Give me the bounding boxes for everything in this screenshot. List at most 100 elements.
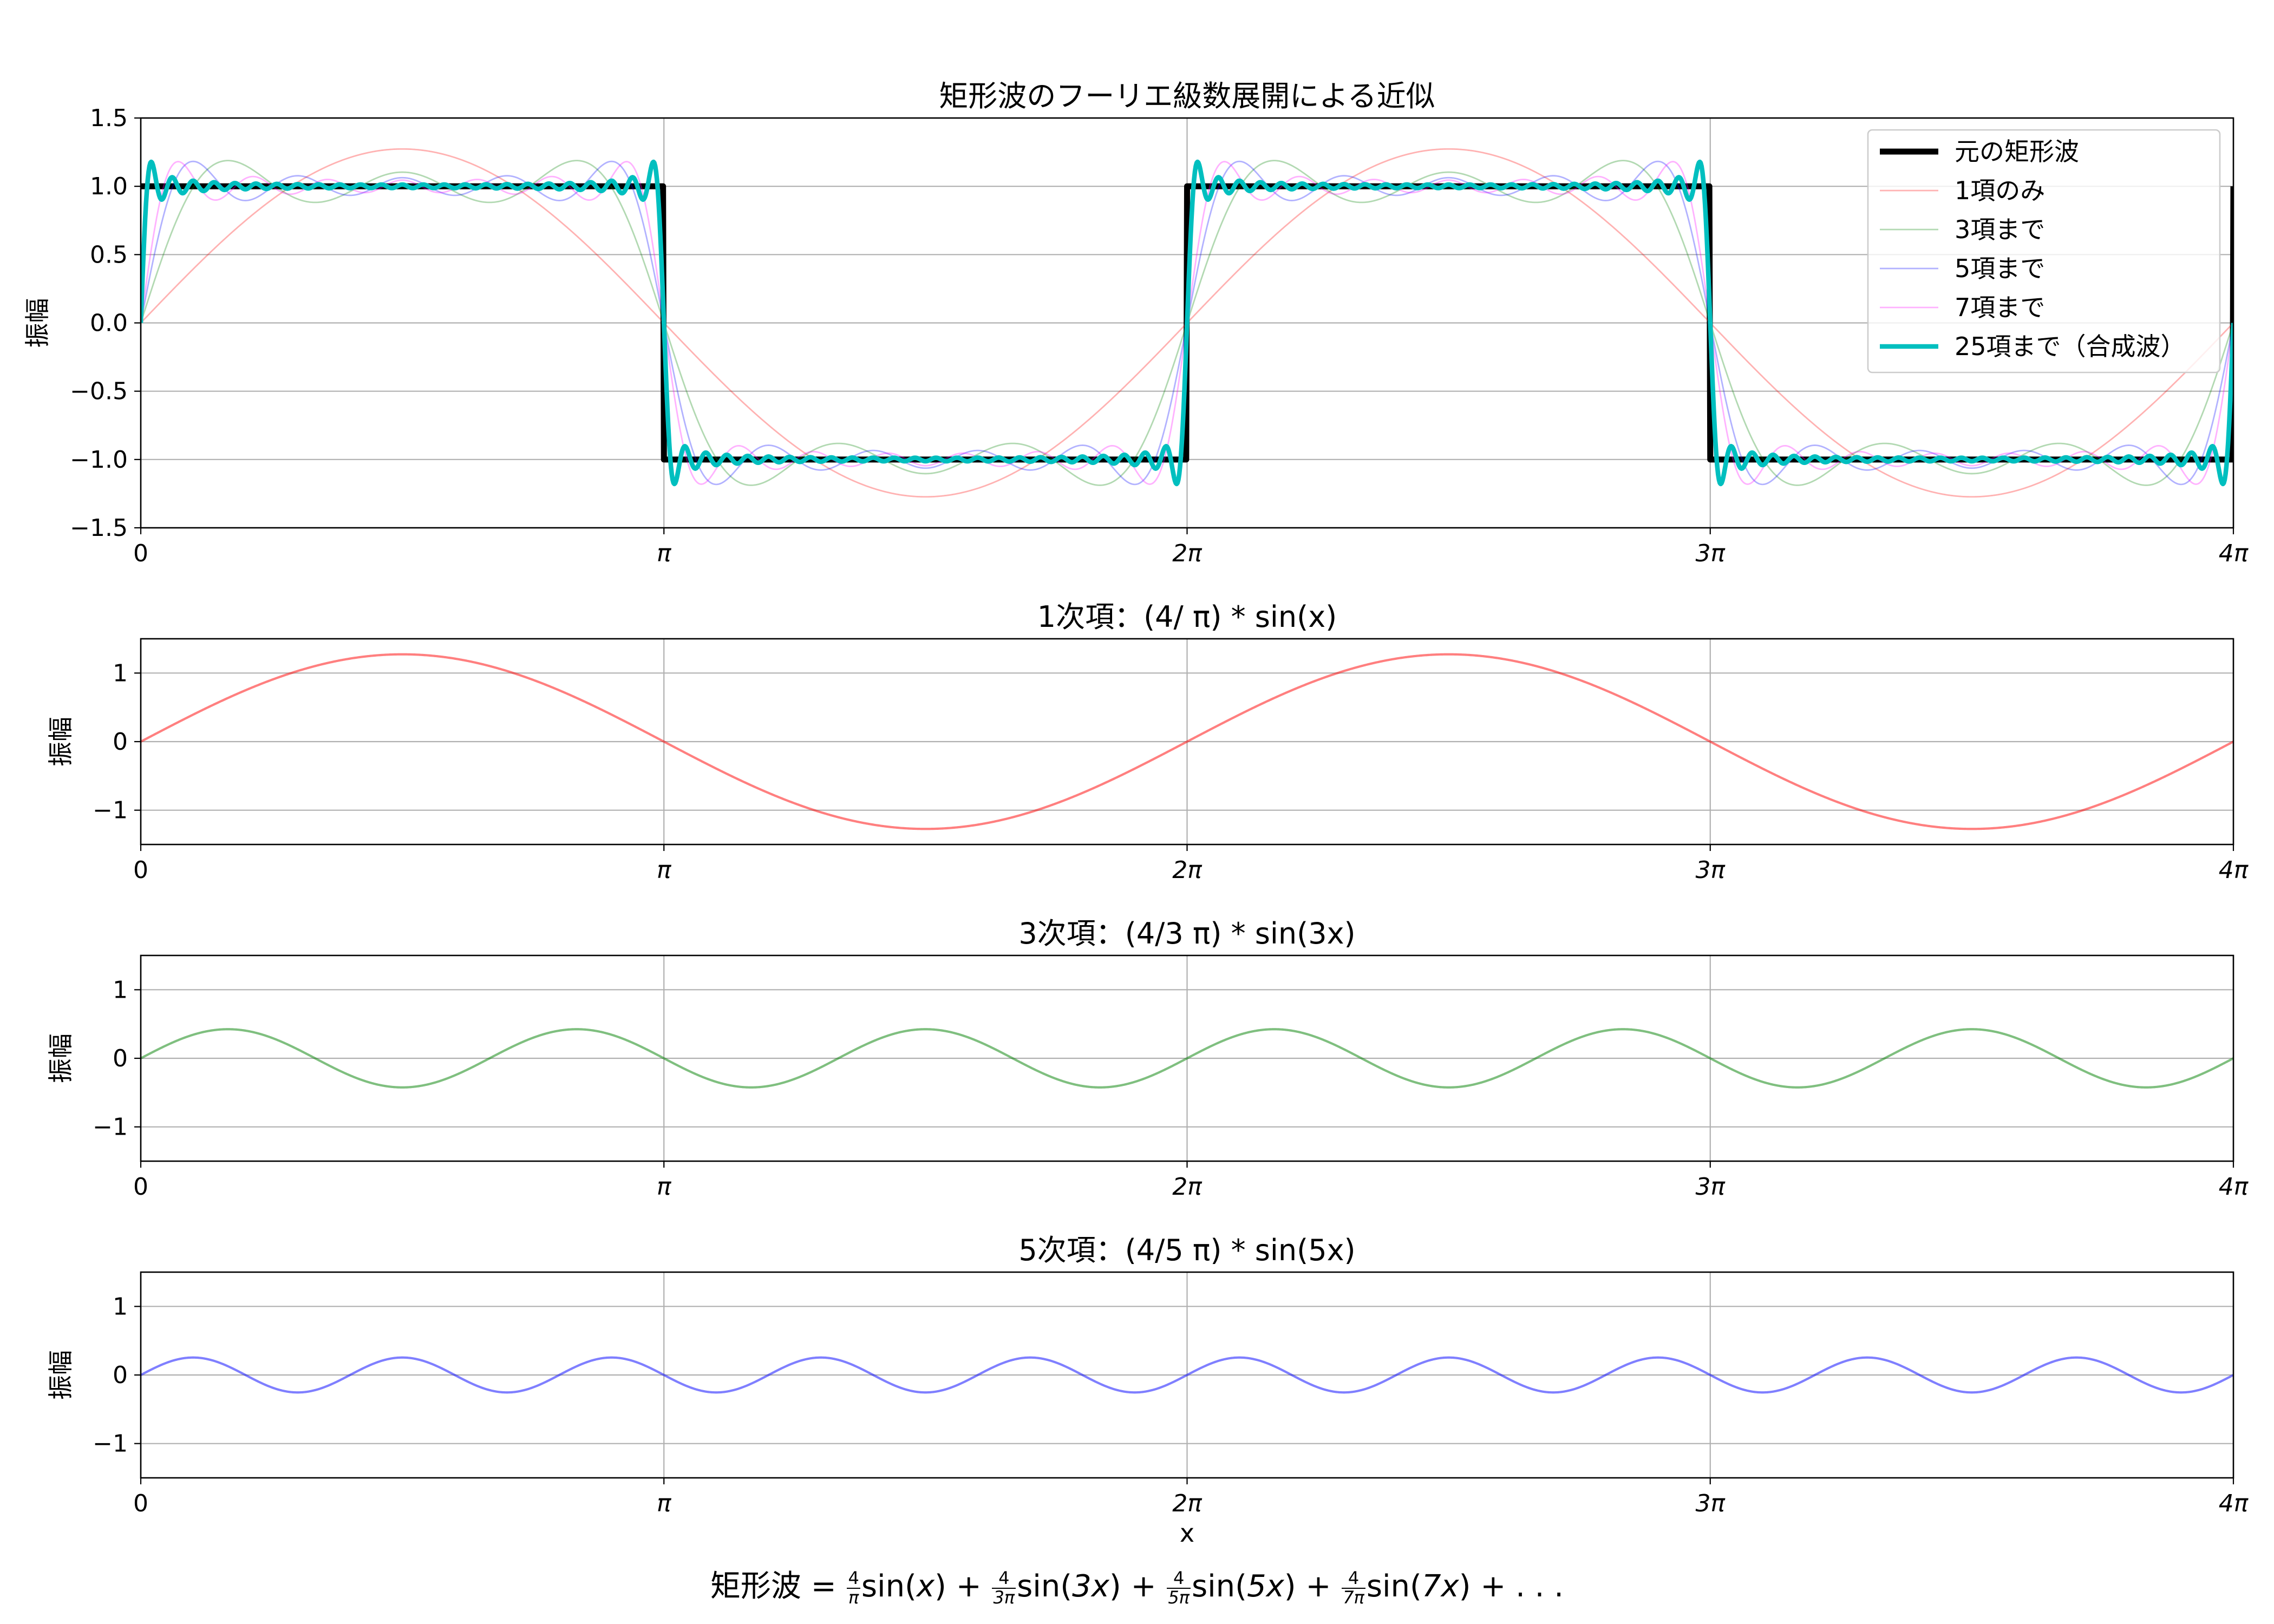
formula-term: + 4 3π sin(3x) [946, 1569, 1121, 1607]
legend-label: 7項まで [1955, 293, 2045, 322]
y-axis-label: 振幅 [46, 1350, 75, 1400]
chart-title: 5次項：(4/5 π) * sin(5x) [1018, 1233, 1355, 1267]
series-group [141, 653, 2233, 830]
x-tick-label: 4π [2219, 1173, 2249, 1201]
series-line-25項まで（合成波） [141, 159, 2233, 487]
y-tick-label: 1 [113, 1293, 128, 1320]
x-tick-label: 2π [1172, 540, 1203, 567]
legend-label: 25項まで（合成波） [1955, 332, 2186, 361]
y-axis-label: 振幅 [23, 298, 52, 348]
formula-term: + 4 5π sin(5x) [1121, 1569, 1296, 1607]
y-axis-label: 振幅 [46, 1033, 75, 1083]
chart-title: 3次項：(4/3 π) * sin(3x) [1018, 916, 1355, 951]
x-tick-label: 0 [133, 1173, 148, 1201]
x-tick-label: 3π [1696, 1490, 1726, 1517]
x-tick-label: π [657, 1490, 672, 1517]
formula-function: sin( [1366, 1569, 1422, 1604]
x-tick-label: 4π [2219, 1490, 2249, 1517]
formula-close-paren: ) [1284, 1569, 1296, 1604]
y-tick-label: 0 [113, 1045, 128, 1072]
x-tick-label: 2π [1172, 1173, 1203, 1201]
y-tick-label: −1.5 [70, 514, 128, 542]
formula-close-paren: ) [1109, 1569, 1121, 1604]
series-group [141, 148, 2233, 498]
formula-fraction: 4 7π [1342, 1569, 1365, 1607]
x-tick-label: 4π [2219, 540, 2249, 567]
x-tick-label: π [657, 540, 672, 567]
series-line-harmonic-1 [141, 653, 2233, 830]
y-tick-label: 0.0 [90, 310, 128, 337]
formula-tail: + . . . [1480, 1569, 1564, 1604]
x-tick-label: π [657, 856, 672, 884]
y-tick-label: 1 [113, 659, 128, 687]
x-tick-label: π [657, 1173, 672, 1201]
x-tick-label: 4π [2219, 856, 2249, 884]
formula-argument: 3x [1072, 1569, 1109, 1604]
y-tick-label: 1.5 [90, 104, 128, 132]
y-tick-label: −1 [93, 797, 128, 824]
formula-lhs: 矩形波 [710, 1569, 801, 1604]
chart-panel-4: 0 π 2π 3π 4π −1 0 1 5次項：(4/5 π) * sin(5x) 振幅 x [46, 1233, 2249, 1548]
y-tick-label: 0.5 [90, 241, 128, 269]
y-tick-label: 0 [113, 728, 128, 756]
series-group [141, 1356, 2233, 1394]
y-tick-label: −1 [93, 1430, 128, 1458]
legend-label: 1項のみ [1955, 176, 2045, 205]
y-tick-label: 1.0 [90, 173, 128, 200]
x-tick-label: 3π [1696, 540, 1726, 567]
series-group [141, 1028, 2233, 1089]
formula-term: + 4 7π sin(7x) [1296, 1569, 1471, 1607]
x-tick-label: 2π [1172, 856, 1203, 884]
y-axis-label: 振幅 [46, 717, 75, 767]
formula-close-paren: ) [1459, 1569, 1471, 1604]
chart-title: 矩形波のフーリエ級数展開による近似 [939, 79, 1435, 113]
x-tick-label: 3π [1696, 856, 1726, 884]
formula-term: 4 π sin(x) [846, 1569, 946, 1607]
y-tick-label: −0.5 [70, 378, 128, 405]
formula-argument: 7x [1421, 1569, 1459, 1604]
y-tick-label: −1.0 [70, 446, 128, 474]
x-tick-label: 0 [133, 1490, 148, 1517]
fraction-numerator: 4 [1167, 1569, 1191, 1589]
fraction-denominator: π [848, 1587, 859, 1608]
formula-function: sin( [1191, 1569, 1247, 1604]
series-line-harmonic-3 [141, 1028, 2233, 1089]
formula-argument: 5x [1247, 1569, 1284, 1604]
fraction-denominator: 3π [993, 1587, 1015, 1608]
x-axis-label: x [1180, 1518, 1194, 1548]
chart-panel-1: 0 π 2π 3π 4π −1.5 −1.0 −0.5 0.0 0.5 1.0 1.5 矩形波のフーリエ… [23, 79, 2249, 567]
chart-panel-2: 0 π 2π 3π 4π −1 0 1 1次項：(4/ π) * sin(x) 振幅 [46, 600, 2249, 884]
formula-caption: 矩形波 = 4 π sin(x) + 4 3π sin(3x) + 4 5π sin(5x)… [0, 1562, 2274, 1607]
chart-title: 1次項：(4/ π) * sin(x) [1037, 600, 1337, 634]
fraction-numerator: 4 [992, 1569, 1016, 1589]
y-tick-label: −1 [93, 1114, 128, 1141]
y-tick-label: 1 [113, 976, 128, 1004]
formula-plus: + [1296, 1569, 1341, 1604]
x-tick-label: 0 [133, 540, 148, 567]
x-tick-label: 2π [1172, 1490, 1203, 1517]
legend: 元の矩形波 1項のみ 3項まで 5項まで 7項まで 25項まで（合成波） [1867, 129, 2221, 374]
legend-label: 元の矩形波 [1955, 137, 2079, 166]
fraction-numerator: 4 [1342, 1569, 1365, 1589]
formula-fraction: 4 3π [992, 1569, 1016, 1607]
formula-function: sin( [861, 1569, 917, 1604]
formula-argument: x [916, 1569, 935, 1604]
formula-equals: = [811, 1569, 837, 1604]
formula-close-paren: ) [935, 1569, 946, 1604]
formula-fraction: 4 5π [1167, 1569, 1191, 1607]
x-tick-label: 3π [1696, 1173, 1726, 1201]
formula-terms: 4 π sin(x) + 4 3π sin(3x) + 4 5π sin(5x) + 4 7π… [846, 1569, 1471, 1607]
formula-plus: + [1121, 1569, 1166, 1604]
y-tick-label: 0 [113, 1361, 128, 1389]
series-line-harmonic-5 [141, 1356, 2233, 1394]
x-tick-label: 0 [133, 856, 148, 884]
legend-box [1867, 129, 2221, 374]
chart-panel-3: 0 π 2π 3π 4π −1 0 1 3次項：(4/3 π) * sin(3x) 振幅 [46, 916, 2249, 1201]
legend-label: 3項まで [1955, 215, 2045, 244]
fraction-denominator: 5π [1168, 1587, 1190, 1608]
formula-function: sin( [1017, 1569, 1073, 1604]
fraction-numerator: 4 [847, 1568, 860, 1589]
fraction-denominator: 7π [1343, 1587, 1364, 1608]
